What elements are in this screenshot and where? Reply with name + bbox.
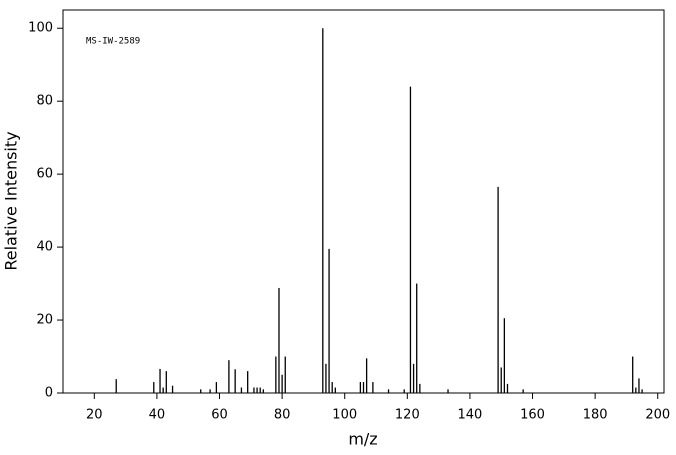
annotation: MS-IW-2589 [86, 37, 140, 47]
x-tick-label: 100 [332, 408, 357, 423]
x-tick-label: 180 [583, 408, 608, 423]
x-tick-label: 20 [86, 408, 103, 423]
x-tick-label: 40 [149, 408, 166, 423]
x-axis-label: m/z [348, 430, 377, 449]
y-tick-label: 40 [36, 240, 53, 255]
y-axis-label: Relative Intensity [2, 131, 21, 270]
y-tick-label: 100 [28, 21, 53, 36]
x-tick-label: 160 [520, 408, 545, 423]
y-tick-label: 20 [36, 313, 53, 328]
x-tick-label: 120 [395, 408, 420, 423]
x-tick-label: 200 [645, 408, 670, 423]
plot-frame [62, 9, 665, 394]
y-tick-label: 80 [36, 94, 53, 109]
y-tick-label: 0 [45, 386, 53, 401]
x-tick-label: 80 [274, 408, 291, 423]
y-tick-label: 60 [36, 167, 53, 182]
x-tick-label: 140 [458, 408, 483, 423]
x-tick-label: 60 [211, 408, 228, 423]
